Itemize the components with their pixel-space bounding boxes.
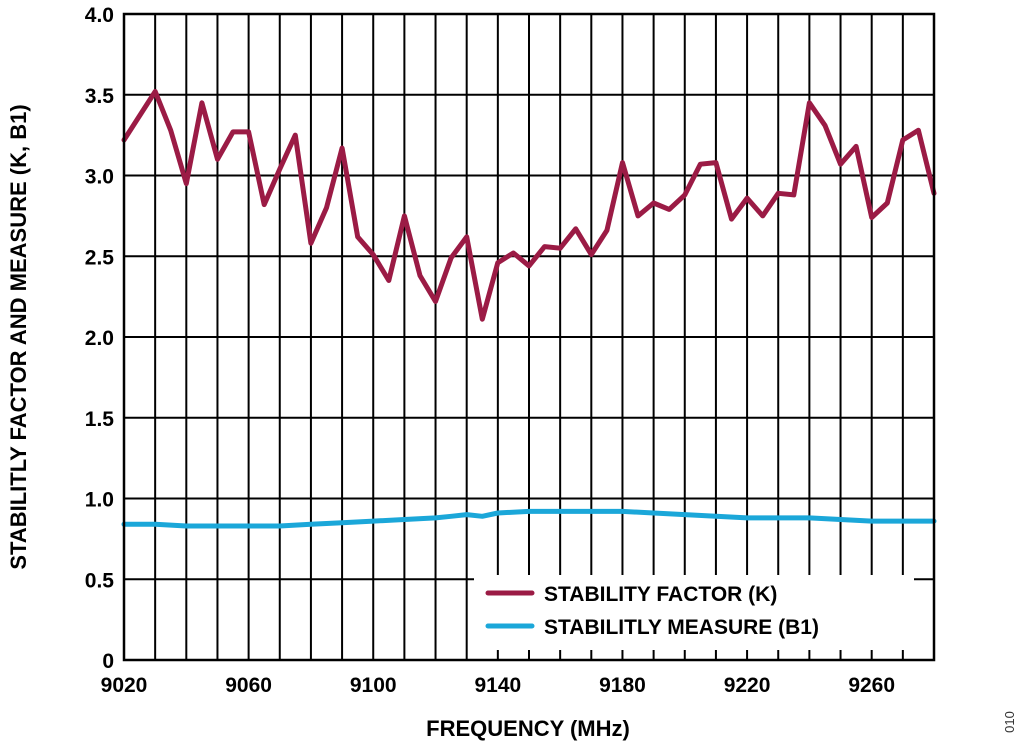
legend-label-0: STABILITY FACTOR (K) bbox=[544, 583, 777, 606]
series-layer bbox=[121, 89, 937, 529]
series-line-1 bbox=[121, 508, 937, 529]
y-tick-label: 0.5 bbox=[85, 569, 115, 592]
legend-background bbox=[474, 575, 914, 650]
x-tick-label: 9020 bbox=[101, 674, 148, 697]
x-tick-label: 9100 bbox=[350, 674, 397, 697]
x-tick-label: 9060 bbox=[225, 674, 272, 697]
y-tick-label: 1.5 bbox=[85, 408, 115, 431]
legend-background-layer bbox=[474, 575, 914, 650]
x-tick-label: 9260 bbox=[848, 674, 895, 697]
legend: STABILITY FACTOR (K) STABILITLY MEASURE (… bbox=[485, 583, 819, 639]
legend-label-1: STABILITLY MEASURE (B1) bbox=[544, 616, 819, 639]
figure-id-label: 010 bbox=[1002, 711, 1017, 733]
y-tick-label: 3.0 bbox=[85, 166, 114, 189]
x-tick-label: 9180 bbox=[599, 674, 646, 697]
plot-frame bbox=[122, 12, 936, 662]
plot-frame-layer bbox=[122, 12, 936, 662]
y-tick-label: 4.0 bbox=[85, 4, 114, 27]
x-tick-label: 9140 bbox=[474, 674, 521, 697]
series-line-0 bbox=[121, 89, 937, 322]
y-tick-label: 2.0 bbox=[85, 327, 114, 350]
x-tick-label: 9220 bbox=[724, 674, 771, 697]
tick-labels: 9020 9060 9100 9140 9180 9220 9260 0 0.5 1.0 1.5 2.… bbox=[85, 4, 895, 697]
x-axis-title: FREQUENCY (MHz) bbox=[426, 716, 630, 741]
y-tick-label: 1.0 bbox=[85, 489, 114, 512]
y-tick-label: 2.5 bbox=[85, 246, 115, 269]
y-tick-label: 3.5 bbox=[85, 85, 115, 108]
y-tick-label: 0 bbox=[102, 650, 114, 673]
y-axis-title: STABILITLY FACTOR AND MEASURE (K, B1) bbox=[6, 104, 31, 569]
